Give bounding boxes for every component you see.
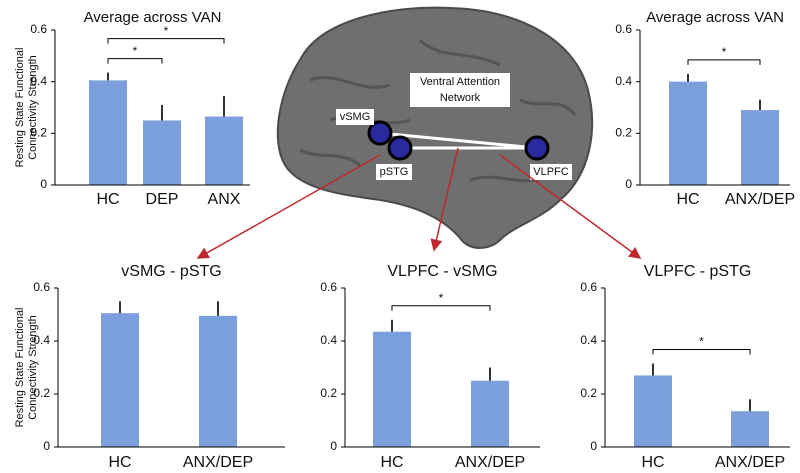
y-tick-label: 0.4 [615, 74, 632, 88]
sig-bracket [652, 349, 751, 355]
y-tick-label: 0.4 [580, 333, 597, 347]
y-tick-label: 0 [40, 177, 47, 191]
x-tick-label: HC [641, 454, 664, 471]
y-tick-label: 0 [43, 439, 50, 453]
bar [143, 120, 181, 185]
y-axis-label: Connectivity Strength [27, 315, 39, 420]
chart-title: vSMG - pSTG [121, 263, 221, 280]
bar [471, 380, 509, 447]
x-tick-label: ANX/DEP [715, 454, 785, 471]
x-tick-label: HC [108, 454, 131, 471]
x-tick-label: ANX/DEP [725, 191, 795, 208]
node-label: VLPFC [533, 166, 569, 178]
node [367, 120, 393, 146]
y-tick-label: 0.4 [33, 333, 50, 347]
y-tick-label: 0 [330, 439, 337, 453]
y-tick-label: 0.6 [615, 22, 632, 36]
bar [634, 375, 672, 447]
bar [669, 81, 707, 185]
x-tick-label: HC [96, 191, 119, 208]
bar [199, 315, 237, 447]
y-tick-label: 0 [625, 177, 632, 191]
y-axis-label: Resting State Functional [14, 308, 26, 428]
x-tick-label: ANX/DEP [183, 454, 253, 471]
chart-title: VLPFC - pSTG [644, 263, 752, 280]
brain-diagram: Ventral Attention Network vSMG pSTG VLPF… [196, 6, 642, 259]
y-tick-label: 0.2 [30, 126, 47, 140]
node-label: pSTG [380, 166, 409, 178]
bar [101, 313, 139, 447]
x-tick-label: ANX/DEP [455, 454, 525, 471]
arrow [499, 154, 642, 259]
y-tick-label: 0.4 [30, 74, 47, 88]
y-axis-label: Connectivity Strength [27, 55, 39, 160]
sig-bracket [107, 38, 225, 44]
y-tick-label: 0 [590, 439, 597, 453]
bar [731, 411, 769, 447]
node [387, 135, 413, 161]
sig-bracket [687, 59, 761, 65]
arrow [196, 154, 381, 259]
node [524, 135, 550, 161]
x-tick-label: HC [380, 454, 403, 471]
sig-label: * [439, 291, 444, 305]
bar [205, 116, 243, 185]
bar [741, 110, 779, 185]
y-axis-label: Resting State Functional [14, 48, 26, 168]
x-tick-label: ANX [208, 191, 241, 208]
network-label: Ventral Attention [420, 76, 500, 88]
arrow [430, 147, 459, 252]
y-tick-label: 0.6 [320, 280, 337, 294]
bar [89, 80, 127, 185]
y-tick-label: 0.2 [33, 386, 50, 400]
x-tick-label: HC [676, 191, 699, 208]
y-tick-label: 0.4 [320, 333, 337, 347]
y-tick-label: 0.6 [580, 280, 597, 294]
sig-bracket [391, 305, 491, 311]
sig-label: * [699, 335, 704, 349]
y-tick-label: 0.6 [33, 280, 50, 294]
node-label: vSMG [340, 111, 371, 123]
y-tick-label: 0.6 [30, 22, 47, 36]
connection [379, 131, 538, 150]
brain [276, 6, 594, 249]
sig-label: * [164, 24, 169, 38]
x-tick-label: DEP [146, 191, 179, 208]
label-box [336, 109, 374, 125]
label-box [410, 73, 510, 107]
chart-title: Average across VAN [646, 9, 784, 26]
sig-label: * [133, 44, 138, 58]
label-box [376, 164, 412, 180]
y-tick-label: 0.2 [320, 386, 337, 400]
sig-label: * [722, 45, 727, 59]
y-tick-label: 0.2 [615, 126, 632, 140]
label-box [530, 164, 572, 180]
y-tick-label: 0.2 [580, 386, 597, 400]
bar [373, 331, 411, 447]
chart-title: Average across VAN [84, 9, 222, 26]
network-label: Network [440, 92, 481, 104]
chart-title: VLPFC - vSMG [387, 263, 497, 280]
sig-bracket [107, 58, 163, 64]
